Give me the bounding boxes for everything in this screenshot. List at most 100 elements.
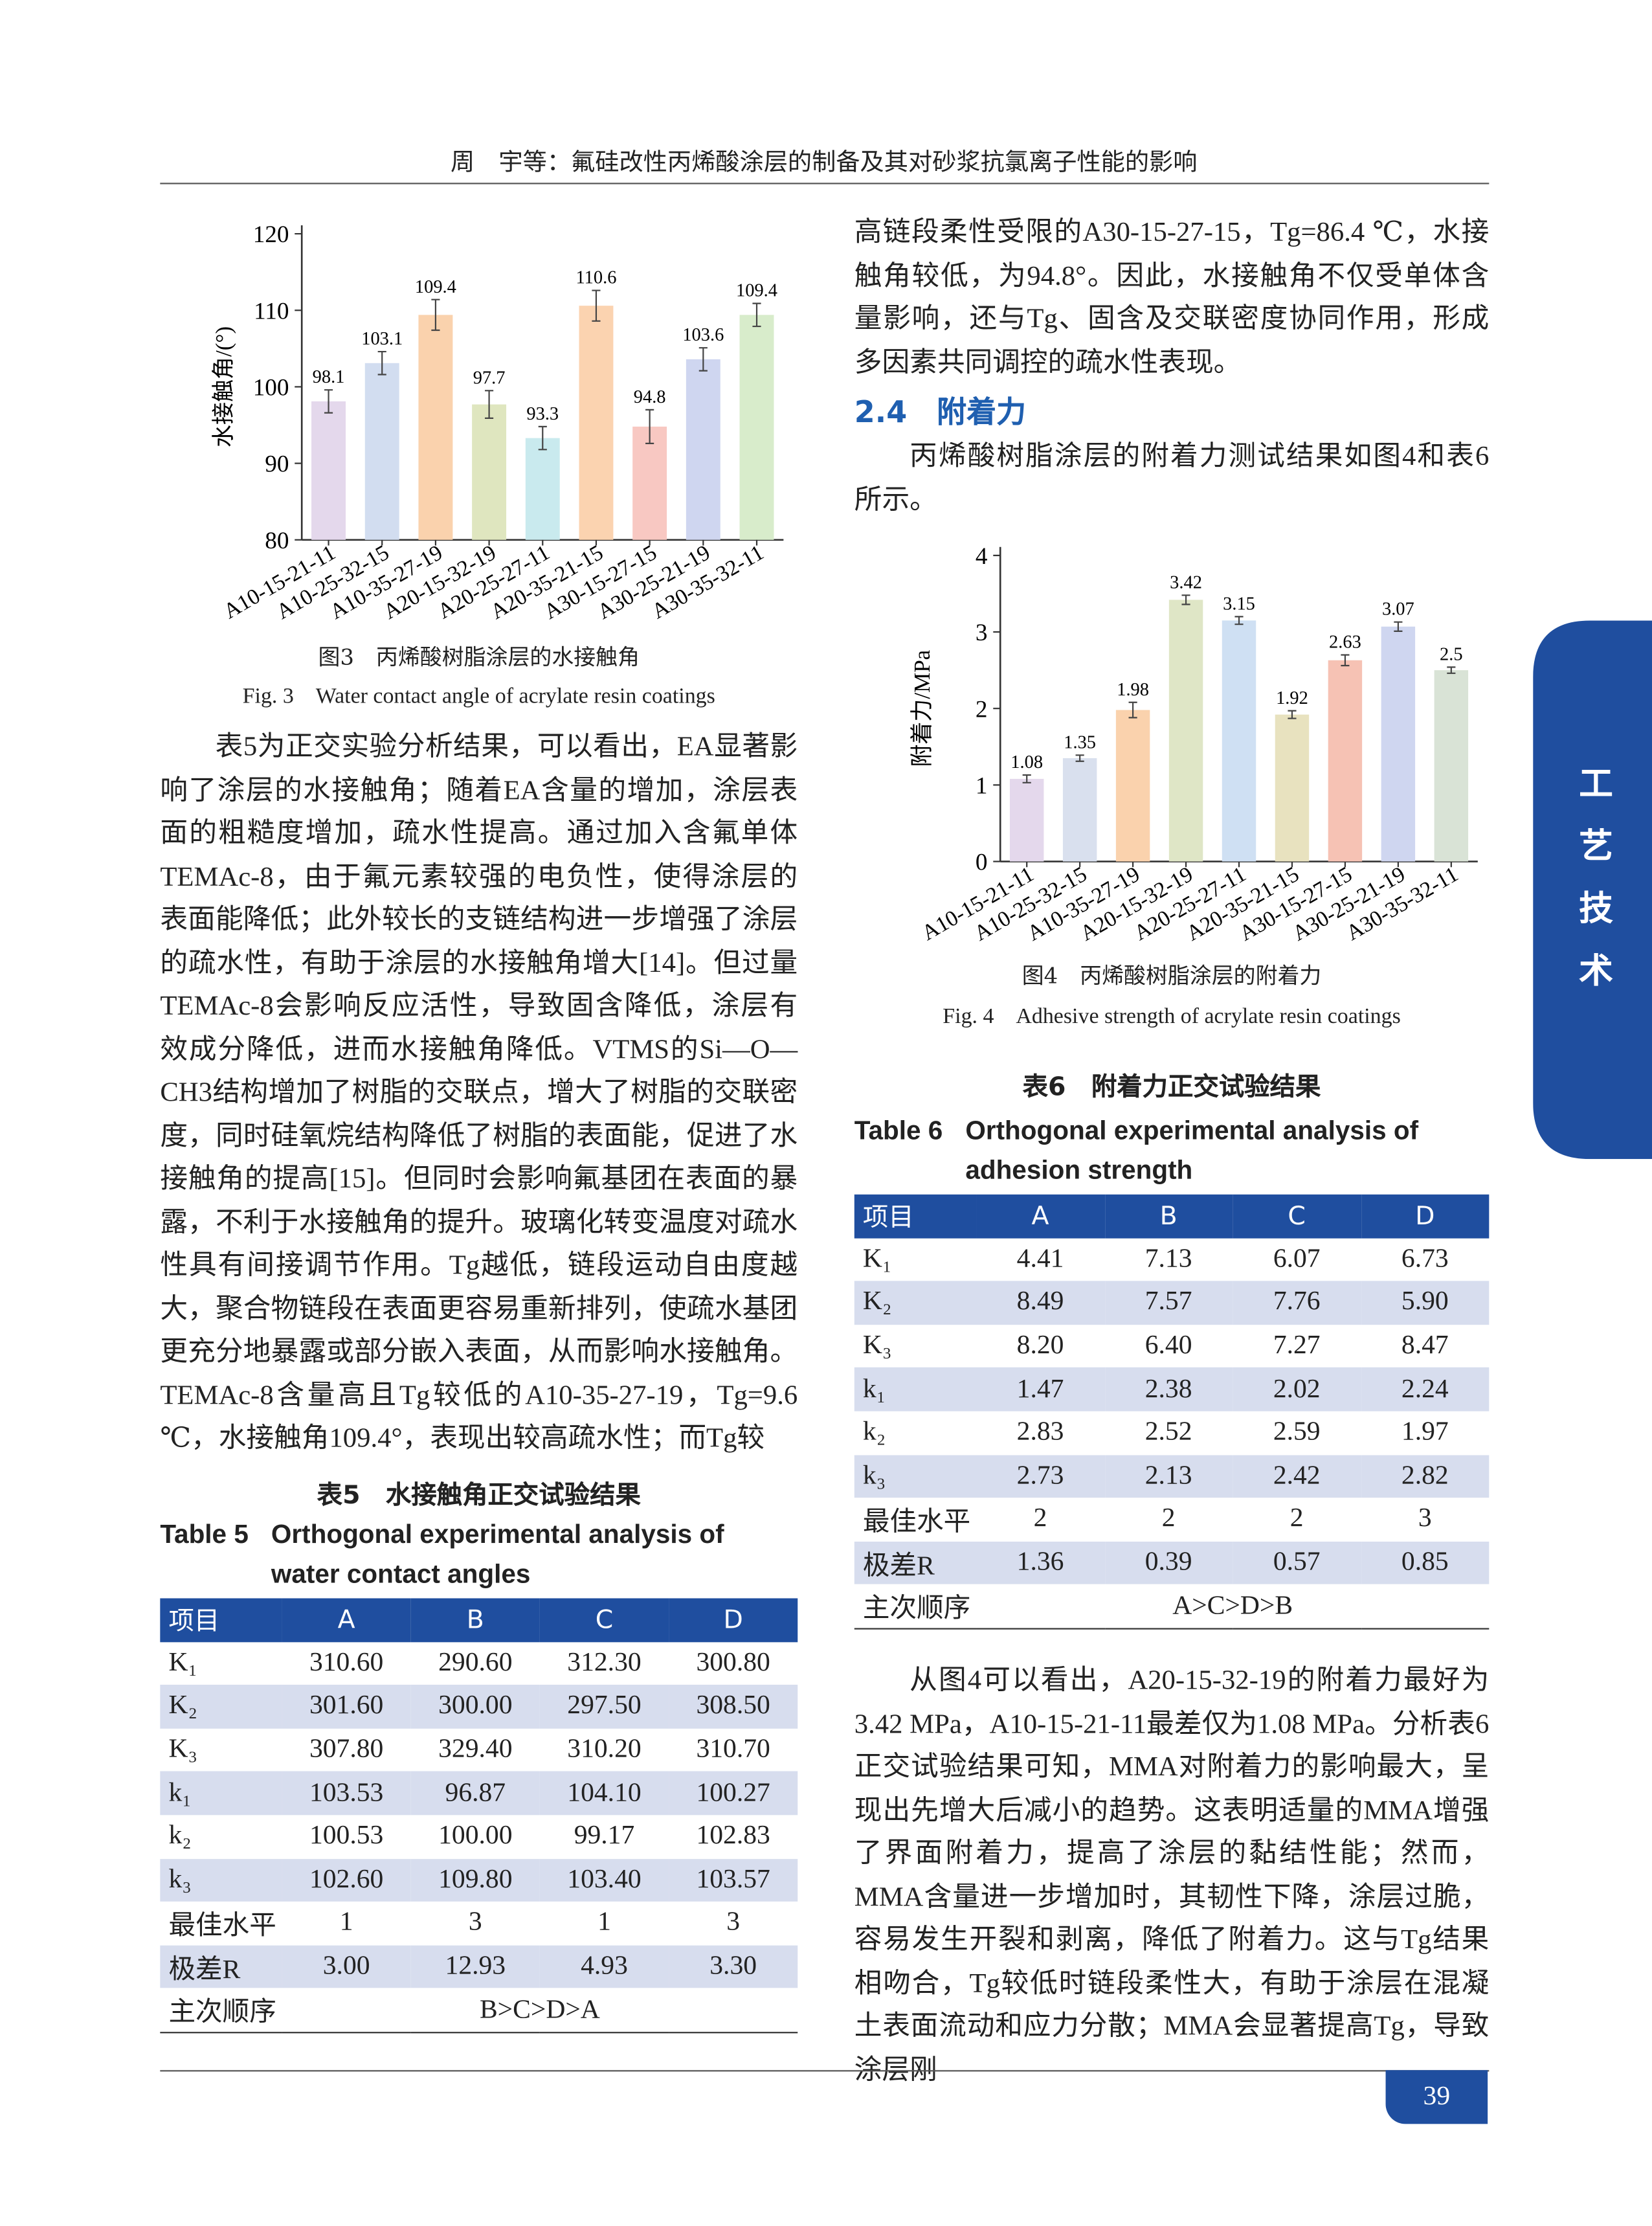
header-cell: D — [1361, 1194, 1490, 1238]
cell: 2.38 — [1104, 1367, 1233, 1411]
cell: 100.27 — [669, 1771, 798, 1816]
bar — [579, 306, 614, 540]
cell: 5.90 — [1361, 1281, 1490, 1325]
y-axis-label: 水接触角/(°) — [211, 326, 236, 447]
y-tick-label: 120 — [253, 221, 289, 248]
bar — [418, 315, 453, 540]
row-label: k₃ — [854, 1454, 977, 1498]
value-label: 109.4 — [415, 277, 456, 297]
value-label: 110.6 — [575, 268, 616, 288]
cell: 99.17 — [574, 1821, 635, 1851]
cell: 1.97 — [1401, 1417, 1449, 1447]
row-label: 极差R — [160, 1945, 282, 1989]
paragraph: 丙烯酸树脂涂层的附着力测试结果如图4和表6所示。 — [854, 442, 1490, 515]
bar — [1434, 670, 1469, 862]
cell: 2.59 — [1273, 1417, 1321, 1447]
error-bar — [1341, 654, 1350, 667]
paragraph: 高链段柔性受限的A30-15-27-15，Tg=86.4 ℃，水接触角较低，为9… — [854, 218, 1490, 378]
table-title-cn: 表5 水接触角正交试验结果 — [317, 1480, 641, 1511]
cell: 6.73 — [1401, 1244, 1449, 1274]
error-bar — [377, 350, 386, 376]
row-label: K₂ — [854, 1281, 977, 1325]
y-tick-label: 80 — [265, 528, 289, 554]
cell: 8.49 — [976, 1281, 1105, 1325]
cell: 102.60 — [282, 1858, 411, 1902]
cell: 4.41 — [1016, 1244, 1064, 1274]
table-label: Table 5 — [160, 1518, 249, 1549]
section-heading: 2.4 附着力 — [854, 395, 1027, 430]
table: 项目 A B C D K₁ 4.41 7.13 6.07 6.73 K₂ 8.49 7.57 7.76 5.… — [854, 1194, 1490, 1630]
cell: 2.24 — [1361, 1367, 1490, 1411]
cell: 6.07 — [1273, 1244, 1321, 1274]
bar — [1115, 710, 1150, 862]
row-label: K₃ — [862, 1331, 892, 1361]
bar — [364, 363, 399, 540]
cell: 1 — [339, 1907, 353, 1938]
cell: B>C>D>A — [282, 1988, 798, 2034]
y-tick-label: 1 — [976, 773, 988, 800]
y-tick-label: 90 — [265, 451, 289, 478]
table-body: K₁ 4.41 7.13 6.07 6.73 K₂ 8.49 7.57 7.76 5.90 K₃ 8.… — [854, 1238, 1490, 1630]
figure-caption-cn: 图4 丙烯酸树脂涂层的附着力 — [1021, 963, 1322, 989]
cell: 7.76 — [1233, 1281, 1361, 1325]
value-label: 98.1 — [313, 367, 345, 387]
cell: 2 — [1033, 1503, 1047, 1534]
error-bar — [538, 425, 547, 451]
error-bar — [1022, 774, 1031, 783]
error-bar — [1181, 594, 1190, 605]
table-row: k₃ 2.73 2.13 2.42 2.82 — [854, 1454, 1490, 1498]
error-bar — [1288, 710, 1297, 719]
table-row: k₂ 100.53 100.00 99.17 102.83 — [160, 1815, 798, 1858]
cell: 310.60 — [309, 1647, 384, 1678]
row-label: k₁ — [160, 1771, 282, 1816]
figure-caption-en: Fig. 4 Adhesive strength of acrylate res… — [943, 1004, 1401, 1029]
cell: 102.83 — [696, 1821, 770, 1851]
bar — [1062, 758, 1097, 862]
bar — [686, 359, 720, 540]
table-5: 项目 A B C D K₁ 310.60 290.60 312.30 300.80 K₂ 301.60… — [160, 1598, 798, 2034]
table-title-text: Orthogonal experimental analysis of adhe… — [965, 1115, 1419, 1185]
cell: 4.93 — [539, 1945, 669, 1989]
table-row: K₂ 8.49 7.57 7.76 5.90 — [854, 1281, 1490, 1325]
row-label: K₂ — [160, 1685, 282, 1729]
table-body: K₁ 310.60 290.60 312.30 300.80 K₂ 301.60 300.00… — [160, 1641, 798, 2034]
cell: 0.39 — [1104, 1541, 1233, 1585]
cell: 1 — [597, 1907, 611, 1938]
error-bar — [485, 390, 494, 419]
cell: 1.47 — [976, 1367, 1105, 1411]
header-cell: 项目 — [854, 1194, 977, 1238]
cell: 3 — [468, 1907, 482, 1938]
header-cell: 项目 — [160, 1598, 282, 1642]
cell: 96.87 — [410, 1771, 540, 1816]
table-head: 项目 A B C D — [854, 1194, 1490, 1238]
cell: 3.00 — [282, 1945, 411, 1989]
table-row: k₂ 2.83 2.52 2.59 1.97 — [854, 1411, 1490, 1455]
cell: A>C>D>B — [976, 1584, 1490, 1630]
cell: 100.00 — [438, 1821, 513, 1851]
bar — [472, 404, 507, 540]
row-label: k₁ — [854, 1367, 977, 1411]
value-label: 94.8 — [634, 387, 666, 407]
header-cell: A — [282, 1598, 411, 1642]
cell: 7.13 — [1144, 1244, 1192, 1274]
cell: 8.47 — [1401, 1331, 1449, 1361]
table-row: K₁ 310.60 290.60 312.30 300.80 — [160, 1641, 798, 1685]
value-label: 1.35 — [1064, 732, 1096, 752]
value-label: 97.7 — [473, 368, 506, 388]
value-label: 2.63 — [1329, 633, 1361, 653]
y-tick-label: 4 — [976, 543, 988, 570]
y-tick-label: 0 — [976, 849, 988, 876]
header-cell: B — [410, 1598, 540, 1642]
table-row: 极差R 3.00 12.93 4.93 3.30 — [160, 1945, 798, 1989]
row-label: k₃ — [160, 1858, 282, 1902]
row-label: 主次顺序 — [160, 1988, 282, 2034]
y-tick-label: 2 — [976, 696, 988, 723]
header-cell: C — [539, 1598, 669, 1642]
table-title-text: Orthogonal experimental analysis of wate… — [271, 1518, 724, 1589]
cell: 2.02 — [1233, 1367, 1361, 1411]
bar — [1168, 600, 1203, 862]
error-bar — [1128, 701, 1137, 719]
table-row: K₃ 307.80 329.40 310.20 310.70 — [160, 1728, 798, 1771]
